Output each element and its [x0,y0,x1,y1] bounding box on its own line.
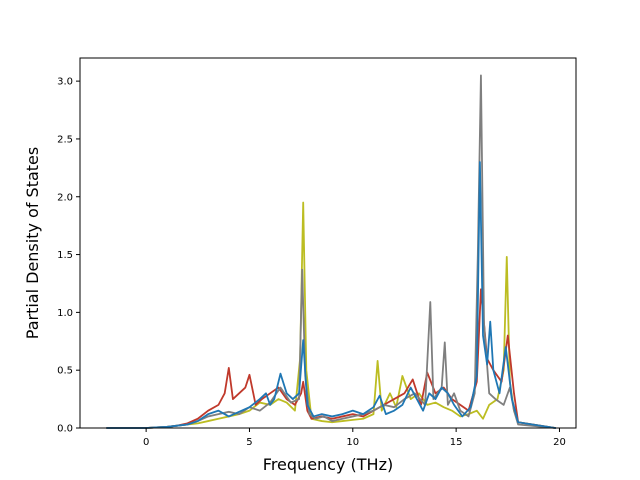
series-line-1 [105,201,557,429]
x-tick-label: 10 [346,437,359,448]
y-tick-label: 0.0 [57,424,73,435]
x-tick-label: 5 [246,437,252,448]
y-axis-label: Partial Density of States [23,147,42,339]
x-tick-label: 15 [450,437,463,448]
plot-frame [79,57,577,429]
x-tick-label: 20 [553,437,566,448]
series-line-3 [105,74,557,429]
y-tick-label: 1.0 [57,308,73,319]
y-tick-label: 2.0 [57,192,73,203]
x-tick-label: 0 [143,437,149,448]
y-tick-label: 2.5 [57,134,73,145]
x-axis-ticks: 0 5 10 15 20 [143,428,566,448]
y-axis-ticks: 0.0 0.5 1.0 1.5 2.0 2.5 3.0 [57,77,80,435]
y-tick-label: 1.5 [57,250,73,261]
series-layer [105,74,557,429]
x-axis-label: Frequency (THz) [263,455,393,474]
y-tick-label: 0.5 [57,366,73,377]
series-line-4 [105,161,557,429]
y-tick-label: 3.0 [57,77,73,88]
